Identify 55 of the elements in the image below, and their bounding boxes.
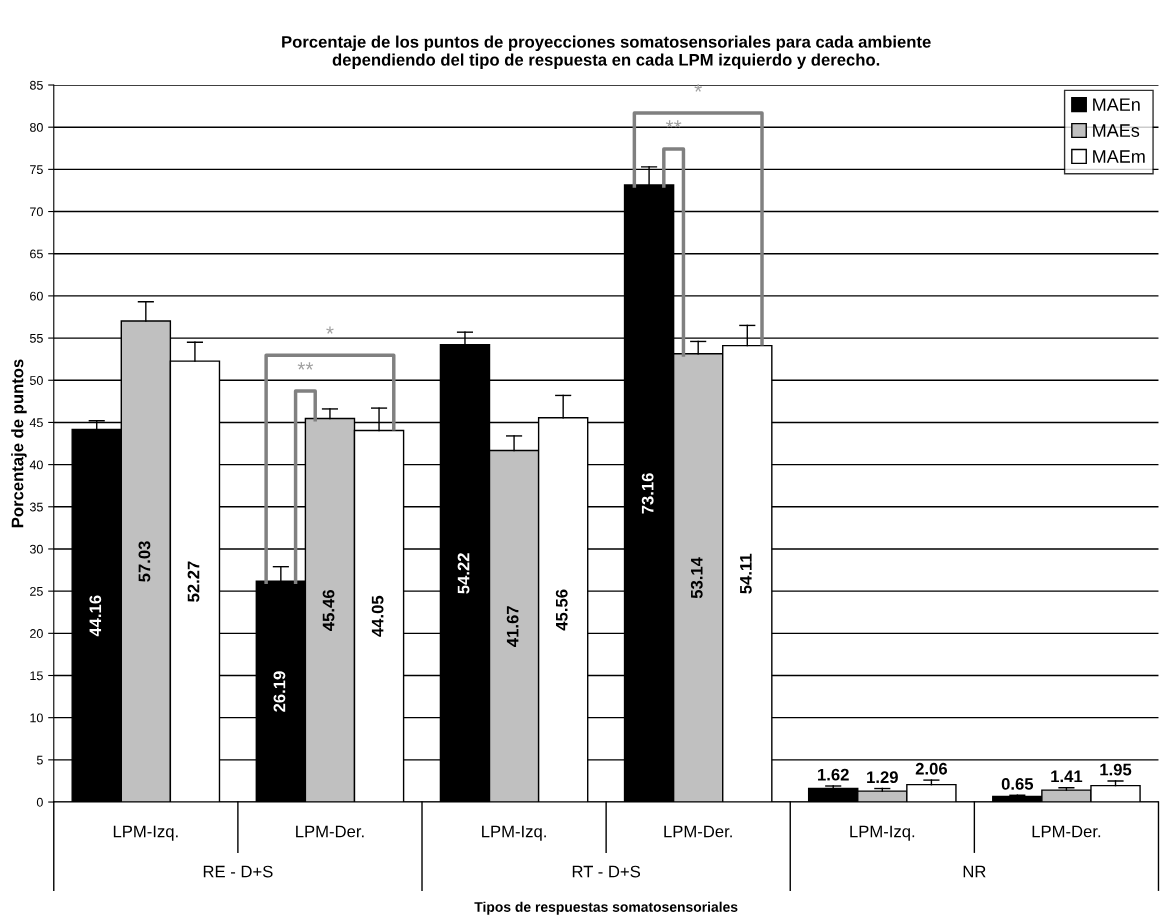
data-label: 73.16	[641, 473, 654, 514]
y-tick-label: 75	[30, 165, 43, 175]
y-axis-title: Porcentaje de puntos	[11, 359, 27, 528]
data-label: 1.95	[1100, 763, 1132, 776]
text: RE - D+S	[203, 865, 273, 878]
y-tick-label: 80	[30, 122, 43, 132]
data-label: 54.11	[740, 553, 752, 594]
data-label: 0.65	[1001, 778, 1034, 790]
y-tick-label: 30	[29, 544, 43, 554]
y-tick-label: 10	[30, 713, 43, 723]
y-tick-label: 15	[30, 671, 43, 681]
annotation: **	[665, 120, 682, 128]
x-axis-title: Tipos de respuestas somatosensoriales	[474, 901, 738, 915]
legend-label: MAEs	[1093, 124, 1140, 137]
data-label: 54.22	[457, 553, 470, 594]
y-tick-label: 25	[30, 586, 43, 596]
x-tick-label: LPM-Der.	[296, 825, 364, 838]
y-tick-label: 0	[36, 797, 43, 807]
data-label: 26.19	[273, 671, 286, 712]
x-tick-label: LPM-Izq.	[850, 825, 915, 841]
data-label: 41.67	[506, 606, 519, 647]
y-tick-label: 50	[29, 376, 43, 385]
annotation: **	[297, 362, 314, 370]
y-tick-label: 20	[30, 629, 43, 638]
data-label: 1.41	[1051, 770, 1083, 783]
y-tick-label: 70	[30, 207, 43, 217]
x-tick-label: LPM-Der.	[1032, 825, 1101, 838]
y-tick-label: 5	[36, 755, 43, 765]
data-label: 53.14	[690, 557, 703, 599]
x-tick-label: LPM-Izq.	[113, 825, 178, 841]
y-tick-label: 85	[30, 80, 43, 90]
data-label: 1.62	[818, 768, 849, 781]
legend-label: MAEn	[1093, 98, 1140, 111]
chart-title: Porcentaje de los puntos de proyecciones somatosensoriales para cada ambiente dependiendo del tipo de respuesta en cada LPM izquierdo y derecho.	[282, 35, 931, 70]
y-tick-label: 65	[30, 249, 43, 259]
data-label: 2.06	[915, 762, 948, 775]
y-tick-label: 35	[29, 502, 43, 512]
legend-label: MAEm	[1093, 150, 1145, 163]
y-tick-label: 40	[29, 460, 43, 470]
data-label: 57.03	[138, 541, 151, 582]
annotation: *	[694, 84, 702, 92]
data-label: 1.29	[867, 771, 898, 784]
y-tick-label: 60	[30, 291, 43, 301]
data-label: 45.56	[555, 589, 568, 631]
data-label: 45.46	[322, 590, 335, 631]
x-tick-label: LPM-Der.	[664, 825, 732, 838]
y-tick-label: 55	[29, 334, 43, 343]
y-tick-label: 45	[29, 418, 43, 428]
data-label: 52.27	[187, 561, 200, 602]
data-label: 44.05	[371, 595, 384, 637]
data-label: 44.16	[89, 595, 102, 637]
x-tick-label: LPM-Izq.	[482, 825, 546, 841]
text: NR	[963, 865, 986, 878]
annotation: *	[326, 326, 334, 334]
text: RT - D+S	[572, 865, 641, 878]
